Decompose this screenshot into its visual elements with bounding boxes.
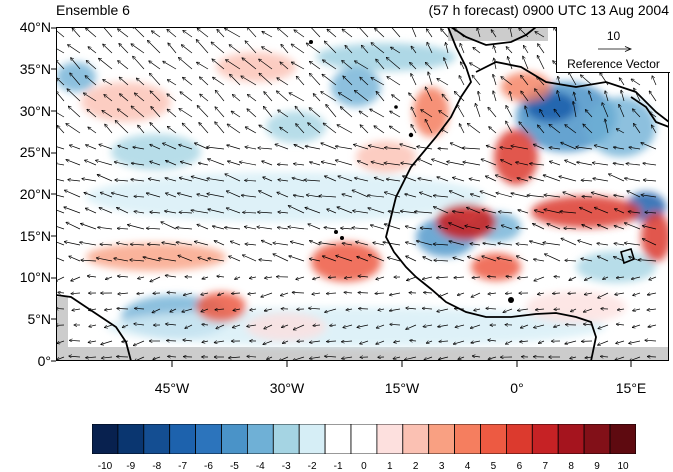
colorbar-label: 10 [617,461,628,472]
colorbar-label: -4 [256,461,265,472]
colorbar-box [429,424,455,454]
colorbar-label: -2 [308,461,317,472]
lat-label-25n: 25°N [20,144,51,160]
lat-label-15n: 15°N [20,228,51,244]
colorbar-label: -6 [204,461,213,472]
lat-label-40n: 40°N [20,19,51,35]
colorbar-label: 0 [361,461,367,472]
reference-vector-arrow-icon [597,45,633,53]
colorbar-box [481,424,507,454]
colorbar-label: 6 [517,461,523,472]
colorbar-label: 4 [465,461,471,472]
colorbar-box [299,424,325,454]
lon-label-15e: 15°E [616,380,647,396]
colorbar-box [196,424,222,454]
lat-label-0: 0° [38,353,51,369]
colorbar-label: -5 [230,461,239,472]
colorbar-label: -7 [178,461,187,472]
colorbar-box [170,424,196,454]
colorbar-box [403,424,429,454]
colorbar-box [584,424,610,454]
colorbar-label: 9 [594,461,600,472]
colorbar-box [610,424,636,454]
lon-label-0: 0° [510,380,523,396]
colorbar-label: 7 [543,461,549,472]
colorbar-box [506,424,532,454]
colorbar-label: 3 [439,461,445,472]
colorbar-label: -10 [98,461,112,472]
reference-vector-label: Reference Vector [557,57,670,71]
colorbar-box [247,424,273,454]
lon-label-30w: 30°W [270,380,304,396]
colorbar-label: -3 [282,461,291,472]
colorbar-box [144,424,170,454]
lat-label-10n: 10°N [20,269,51,285]
lat-label-30n: 30°N [20,103,51,119]
colorbar-label: -9 [126,461,135,472]
colorbar-label: -1 [334,461,343,472]
colorbar-label: 1 [387,461,393,472]
colorbar-label: 8 [568,461,574,472]
colorbar-box [118,424,144,454]
colorbar-box [455,424,481,454]
colorbar-box [558,424,584,454]
lon-label-45w: 45°W [155,380,189,396]
colorbar-box [273,424,299,454]
colorbar-label: 5 [491,461,497,472]
lon-label-15w: 15°W [385,380,419,396]
colorbar-box [222,424,248,454]
colorbar-box [92,424,118,454]
reference-vector-box: 10 Reference Vector [556,27,670,73]
colorbar-box [377,424,403,454]
colorbar-label: 2 [413,461,419,472]
colorbar-box [532,424,558,454]
colorbar-label: -8 [152,461,161,472]
lat-label-5n: 5°N [28,311,52,327]
colorbar-box [325,424,351,454]
colorbar [92,424,636,454]
lat-label-20n: 20°N [20,186,51,202]
lat-label-35n: 35°N [20,61,51,77]
colorbar-box [351,424,377,454]
reference-vector-magnitude: 10 [557,29,670,43]
